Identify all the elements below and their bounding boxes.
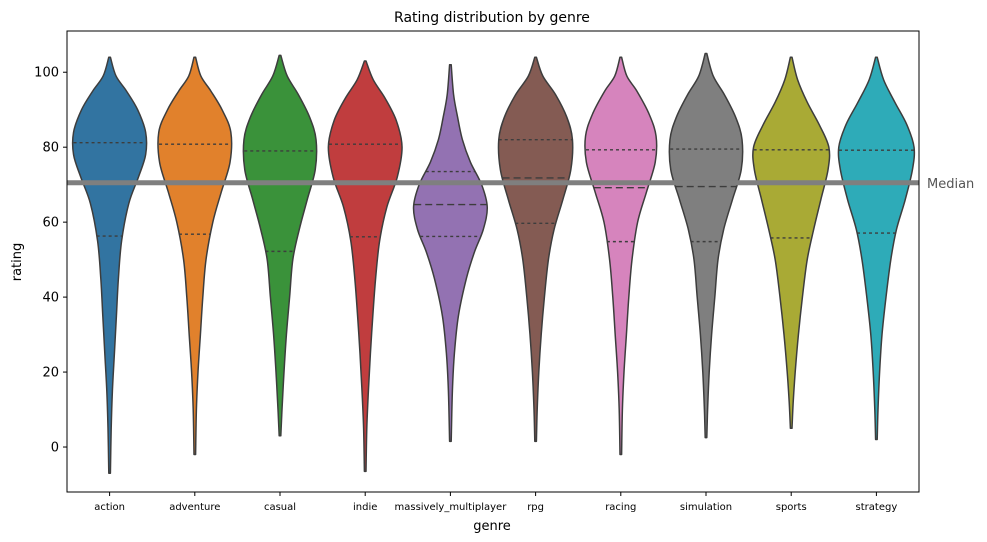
violin-body xyxy=(157,56,233,456)
violin-body xyxy=(412,63,488,443)
axes: 0 20 40 60 80 100 action adventure casual indie ma… xyxy=(34,30,920,513)
y-tick-label: 0 xyxy=(51,441,59,456)
y-tick-label: 40 xyxy=(42,291,59,306)
violin-casual xyxy=(242,54,318,437)
x-tick-label: sports xyxy=(776,502,807,513)
violin-body xyxy=(584,56,658,456)
y-tick-label: 80 xyxy=(42,141,59,156)
violin-body xyxy=(327,60,403,473)
violin-massively-multiplayer xyxy=(412,63,488,443)
reference-line-layer: Median xyxy=(67,177,974,192)
axes-frame xyxy=(66,30,920,493)
y-tick-label: 20 xyxy=(42,366,59,381)
violin-simulation xyxy=(668,52,744,439)
violins xyxy=(71,52,916,475)
violin-body xyxy=(71,56,148,475)
x-tick-label: rpg xyxy=(527,502,544,513)
x-tick-label: indie xyxy=(353,502,377,513)
x-tick-label: racing xyxy=(605,502,636,513)
violin-body xyxy=(837,56,916,441)
x-axis-label: genre xyxy=(473,519,511,534)
violin-racing xyxy=(584,56,658,456)
y-axis-label: rating xyxy=(10,243,25,282)
violin-rpg xyxy=(497,56,574,443)
x-tick-label: casual xyxy=(264,502,296,513)
x-tick-label: simulation xyxy=(680,502,732,513)
x-tick-label: strategy xyxy=(856,502,898,513)
median-reference-label: Median xyxy=(927,177,974,192)
violin-strategy xyxy=(837,56,916,441)
x-tick-label: adventure xyxy=(169,502,220,513)
violin-body xyxy=(497,56,574,443)
y-tick-label: 100 xyxy=(34,66,59,81)
y-tick-label: 60 xyxy=(42,216,59,231)
chart-title: Rating distribution by genre xyxy=(394,10,590,26)
x-tick-label: action xyxy=(94,502,125,513)
x-tick-label: massively_multiplayer xyxy=(394,502,507,513)
